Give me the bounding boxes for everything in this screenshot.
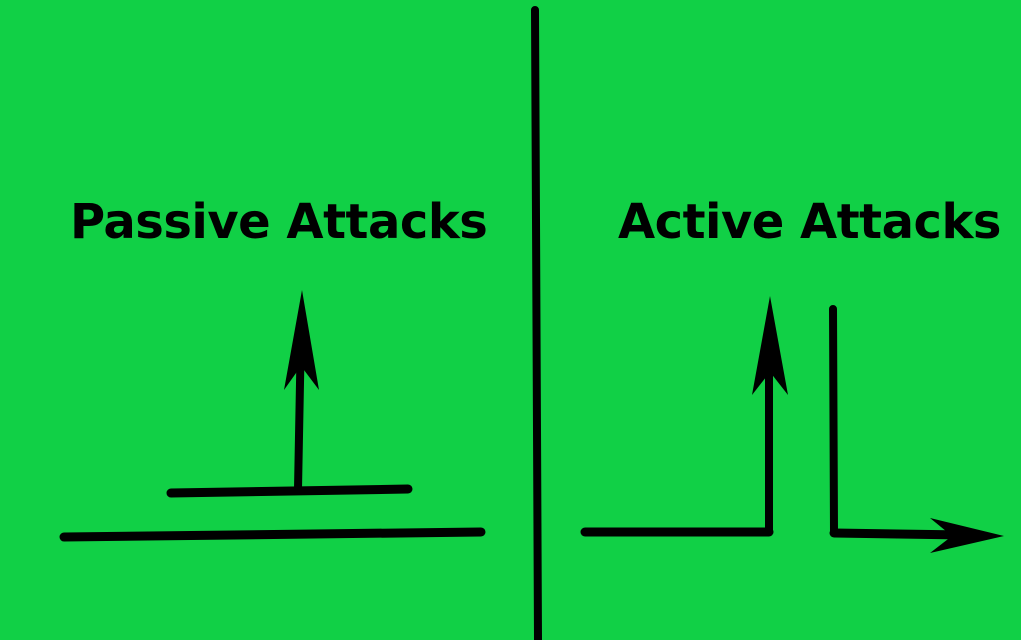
active-attacks-figure [580,296,1004,553]
active-down-line [829,305,838,537]
active-up-arrowhead [752,296,788,395]
active-right-arrowhead [930,518,1004,553]
passive-up-arrowhead [284,290,319,390]
passive-channel-line [166,484,413,498]
passive-attacks-title: Passive Attacks [70,194,488,250]
active-attacks-title: Active Attacks [618,194,1001,250]
center-divider [531,6,542,640]
passive-attacks-figure [59,290,486,542]
active-outgoing-line [829,528,970,540]
passive-baseline [59,527,486,542]
